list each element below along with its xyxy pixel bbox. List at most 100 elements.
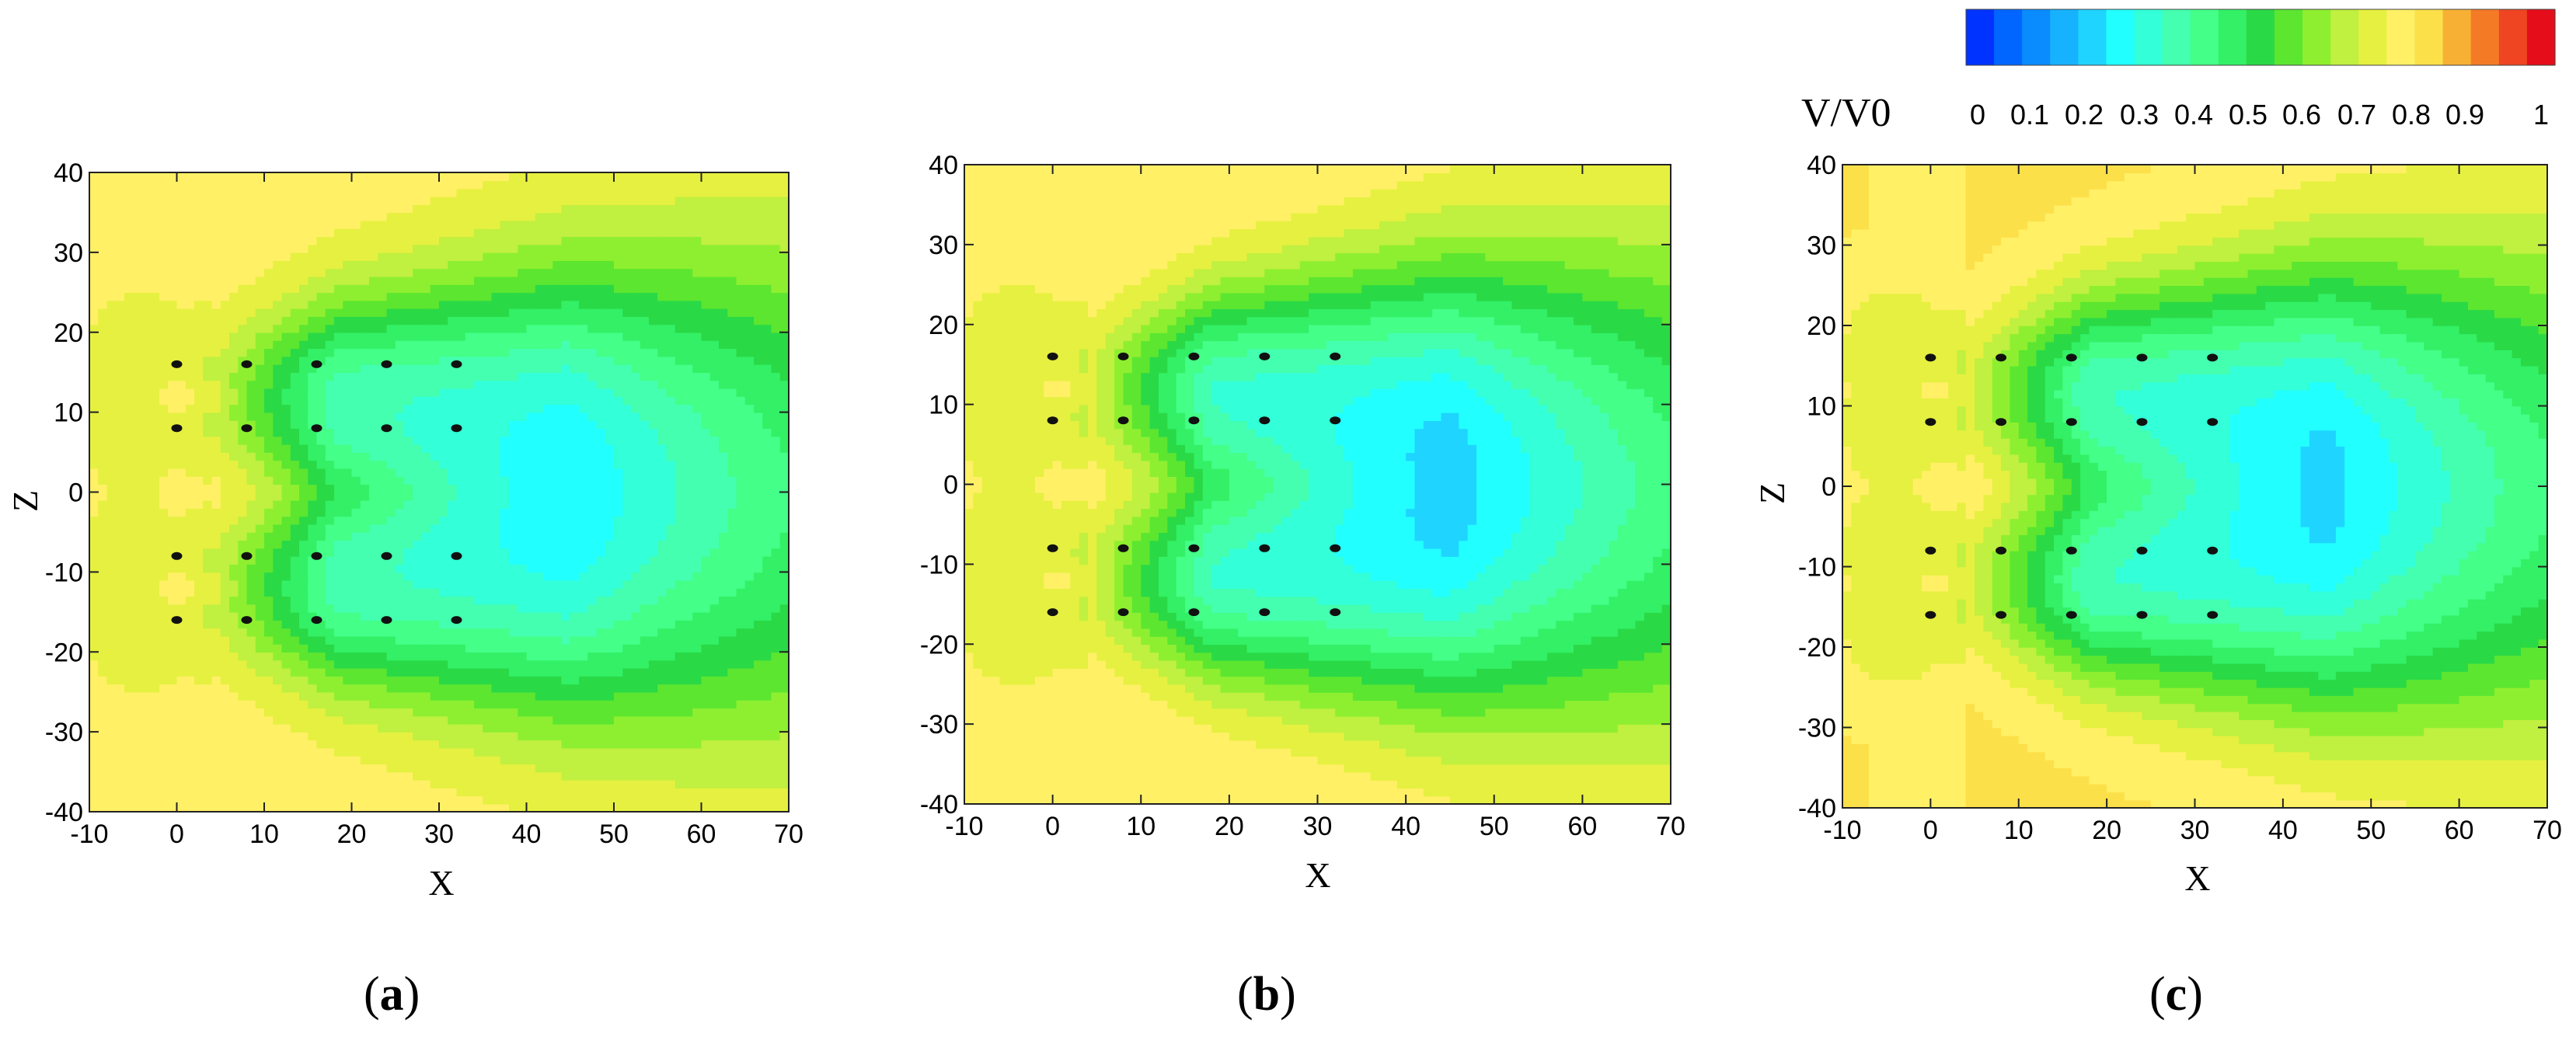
y-tick-label: 0 — [68, 478, 83, 508]
turbine-marker — [1188, 416, 1200, 425]
y-axis-label-c: Z — [1752, 482, 1792, 504]
colorbar-swatch — [2386, 9, 2416, 65]
caption-b: (b) — [1237, 968, 1296, 1021]
colorbar-tick-label: 0.7 — [2337, 99, 2376, 130]
colorbar-tick-label: 0.5 — [2229, 99, 2268, 130]
turbine-marker — [171, 424, 183, 433]
turbine-marker — [311, 552, 322, 560]
y-tick-label: -30 — [1798, 714, 1836, 743]
x-tick-label: 20 — [337, 820, 367, 849]
x-axis-label-b: X — [1305, 855, 1330, 895]
x-tick-label: 30 — [424, 820, 454, 849]
turbine-marker — [381, 360, 392, 368]
y-tick-label: 10 — [54, 398, 83, 428]
y-tick-label: 30 — [54, 238, 83, 268]
x-tick-label: 20 — [2092, 816, 2121, 845]
tick-labels: -10 0 10 20 30 40 50 60 70 40 30 20 10 0 -10 -20 -30 -40 — [920, 151, 1685, 841]
turbine-marker — [2065, 546, 2077, 555]
y-tick-label: -40 — [45, 798, 83, 827]
turbine-marker — [2136, 353, 2148, 362]
x-axis-label-c: X — [2184, 858, 2210, 898]
colorbar-swatch — [2442, 9, 2472, 65]
colorbar-swatch — [2050, 9, 2079, 65]
colorbar-tick-label: 0.1 — [2010, 99, 2049, 130]
turbine-marker — [1188, 608, 1200, 617]
tick-labels: -10 0 10 20 30 40 50 60 70 40 30 20 10 0 -10 -20 -30 -40 — [45, 158, 803, 849]
contour-fill — [964, 165, 1671, 805]
y-tick-label: -30 — [45, 718, 83, 747]
colorbar-tick-label: 0.4 — [2174, 99, 2213, 130]
y-tick-label: 40 — [1807, 151, 1836, 180]
turbine-marker — [1117, 352, 1129, 360]
turbine-marker — [2207, 353, 2219, 362]
y-tick-label: -10 — [920, 550, 958, 579]
x-tick-label: 70 — [2532, 816, 2562, 845]
y-tick-label: 20 — [1807, 311, 1836, 341]
colorbar-tick-labels: 0 0.1 0.2 0.3 0.4 0.5 0.6 0.7 0.8 0.9 1 — [1970, 99, 2549, 130]
x-tick-label: 20 — [1215, 812, 1244, 841]
colorbar-tick-label: 0.3 — [2120, 99, 2159, 130]
turbine-marker — [2207, 418, 2219, 426]
turbine-marker — [2136, 418, 2148, 426]
x-tick-label: 60 — [2445, 816, 2474, 845]
y-axis-label-a: Z — [5, 490, 45, 512]
caption-c: (c) — [2149, 968, 2203, 1021]
panel-b: -10 0 10 20 30 40 50 60 70403020100-10-20-30-40 … — [920, 151, 1685, 1021]
turbine-marker — [1925, 546, 1936, 555]
caption-a: (a) — [364, 968, 420, 1021]
turbine-marker — [2207, 611, 2219, 619]
y-tick-label: 30 — [929, 231, 958, 260]
colorbar-swatch — [2218, 9, 2247, 65]
turbine-marker — [1996, 353, 2007, 362]
turbine-marker — [1117, 416, 1129, 425]
turbine-marker — [1330, 416, 1341, 425]
turbine-marker — [1259, 352, 1271, 360]
turbine-marker — [1047, 544, 1058, 552]
turbine-marker — [451, 616, 462, 625]
x-tick-label: 10 — [1126, 812, 1156, 841]
turbine-marker — [1117, 544, 1129, 552]
turbine-marker — [171, 360, 183, 368]
turbine-marker — [1330, 544, 1341, 552]
turbine-markers — [1925, 353, 2219, 619]
x-tick-label: 30 — [1303, 812, 1333, 841]
turbine-marker — [1047, 608, 1058, 617]
turbine-marker — [451, 424, 462, 433]
y-tick-label: 10 — [929, 391, 958, 420]
x-tick-label: -10 — [945, 812, 983, 841]
turbine-marker — [1996, 418, 2007, 426]
y-tick-label: 20 — [929, 311, 958, 340]
contour-plot-b: -10 0 10 20 30 40 50 60 70 40 30 20 10 0 -10 -20 -30 -40 — [920, 151, 1685, 841]
x-tick-label: 30 — [2180, 816, 2210, 845]
colorbar-swatch — [2526, 9, 2556, 65]
colorbar-swatch — [1966, 9, 1995, 65]
turbine-marker — [451, 552, 462, 560]
x-tick-label: 0 — [1923, 816, 1938, 845]
turbine-marker — [1188, 544, 1200, 552]
turbine-marker — [241, 552, 253, 560]
x-tick-label: 10 — [249, 820, 279, 849]
y-tick-label: 10 — [1807, 392, 1836, 422]
colorbar-swatch — [2106, 9, 2135, 65]
turbine-marker — [2136, 546, 2148, 555]
turbine-marker — [1047, 352, 1058, 360]
contour-fill — [89, 172, 790, 813]
x-tick-label: -10 — [70, 820, 108, 849]
y-tick-label: -40 — [1798, 794, 1836, 823]
x-tick-label: 50 — [2356, 816, 2386, 845]
x-tick-label: 70 — [774, 820, 803, 849]
x-tick-label: 40 — [2268, 816, 2298, 845]
colorbar-swatches — [1965, 9, 2556, 66]
colorbar-title: V/V0 — [1801, 91, 1891, 135]
x-tick-label: 10 — [2004, 816, 2034, 845]
turbine-marker — [311, 616, 322, 625]
colorbar-swatch — [2330, 9, 2359, 65]
x-tick-label: 0 — [169, 820, 184, 849]
tick-labels: -10 0 10 20 30 40 50 60 70 40 30 20 10 0 -10 -20 -30 -40 — [1798, 151, 2562, 845]
turbine-marker — [1188, 352, 1200, 360]
turbine-marker — [1925, 353, 1936, 362]
x-tick-label: 60 — [687, 820, 716, 849]
turbine-marker — [1996, 611, 2007, 619]
colorbar-swatch — [2470, 9, 2500, 65]
x-tick-label: 70 — [1656, 812, 1685, 841]
